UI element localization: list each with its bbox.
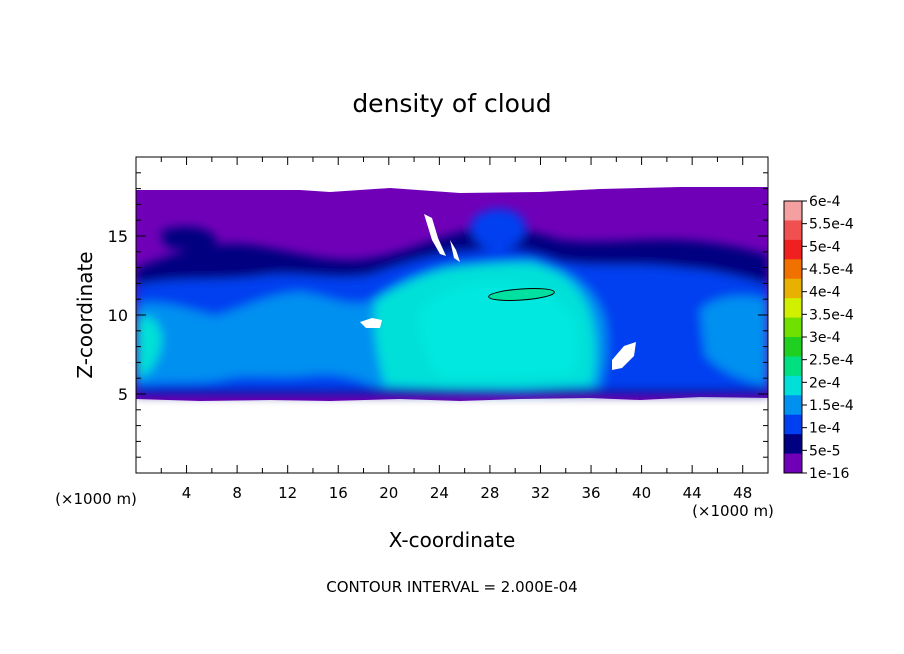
- colorbar-swatch: [784, 434, 802, 455]
- x-axis-title: X-coordinate: [389, 528, 516, 552]
- colorbar: 6e-4 5.5e-4 5e-4 4.5e-4 4e-4 3.5e-4 3e-4 2.5e-4…: [783, 194, 854, 482]
- colorbar-swatch: [784, 337, 802, 357]
- colorbar-label: 2e-4: [809, 375, 841, 391]
- colorbar-label: 2.5e-4: [809, 353, 854, 369]
- colorbar-label: 6e-4: [809, 194, 841, 210]
- colorbar-swatch: [784, 239, 802, 260]
- y-tick-label: 15: [108, 227, 128, 246]
- colorbar-swatch: [784, 259, 802, 280]
- x-tick-label: 4: [182, 484, 192, 502]
- colorbar-label: 5e-4: [809, 239, 841, 255]
- x-tick-label: 20: [379, 484, 398, 502]
- x-tick-label: 48: [733, 484, 752, 502]
- x-unit-label: (×1000 m): [692, 502, 774, 520]
- hole-upper-2: [450, 240, 460, 262]
- region-light-blue-right: [700, 296, 768, 385]
- colorbar-label: 4.5e-4: [809, 262, 854, 278]
- region-cyan-inner: [419, 282, 578, 378]
- colorbar-swatch: [784, 414, 802, 435]
- colorbar-label: 3e-4: [809, 330, 841, 346]
- colorbar-label: 1e-16: [809, 466, 849, 482]
- region-dark-blue-2: [160, 226, 218, 250]
- region-cyan-left: [136, 316, 162, 378]
- x-tick-label: 40: [632, 484, 651, 502]
- chart-title: density of cloud: [352, 89, 551, 118]
- colorbar-label: 3.5e-4: [809, 307, 854, 323]
- colorbar-swatch: [784, 395, 802, 416]
- y-tick-labels: 5 10 15: [108, 227, 128, 404]
- x-tick-label: 24: [430, 484, 449, 502]
- x-tick-label: 16: [329, 484, 348, 502]
- x-tick-label: 36: [581, 484, 600, 502]
- colorbar-label: 1.5e-4: [809, 398, 854, 414]
- colorbar-swatch: [784, 278, 802, 299]
- hole-upper: [424, 214, 446, 256]
- colorbar-label: 4e-4: [809, 285, 841, 301]
- colorbar-label: 5e-5: [809, 443, 840, 459]
- x-tick-label: 8: [232, 484, 242, 502]
- contour-line-2e-4: [488, 287, 555, 301]
- contour-interval-note: CONTOUR INTERVAL = 2.000E-04: [326, 578, 577, 596]
- hole-left: [360, 318, 382, 328]
- region-blue-top: [471, 208, 526, 250]
- colorbar-label: 1e-4: [809, 421, 841, 437]
- colorbar-swatch: [784, 453, 802, 474]
- density-field: [136, 187, 768, 401]
- y-unit-label: (×1000 m): [55, 490, 137, 508]
- axis-ticks: [136, 157, 768, 473]
- y-axis-title: Z-coordinate: [73, 251, 97, 378]
- y-tick-label: 10: [108, 306, 128, 325]
- colorbar-swatch: [784, 375, 802, 396]
- colorbar-swatch: [784, 298, 802, 319]
- x-tick-label: 44: [683, 484, 702, 502]
- x-tick-label: 28: [480, 484, 499, 502]
- x-tick-labels: 4 8 12 16 20 24 28 32 36 40 44 48: [182, 484, 752, 502]
- x-tick-label: 32: [531, 484, 550, 502]
- colorbar-swatch: [784, 356, 802, 377]
- x-tick-label: 12: [278, 484, 297, 502]
- colorbar-swatch: [784, 201, 802, 221]
- hole-right: [612, 342, 636, 370]
- colorbar-swatch: [784, 317, 802, 338]
- y-tick-label: 5: [118, 385, 128, 404]
- colorbar-label: 5.5e-4: [809, 217, 854, 233]
- plot-area: [135, 156, 769, 474]
- colorbar-swatch: [784, 220, 802, 241]
